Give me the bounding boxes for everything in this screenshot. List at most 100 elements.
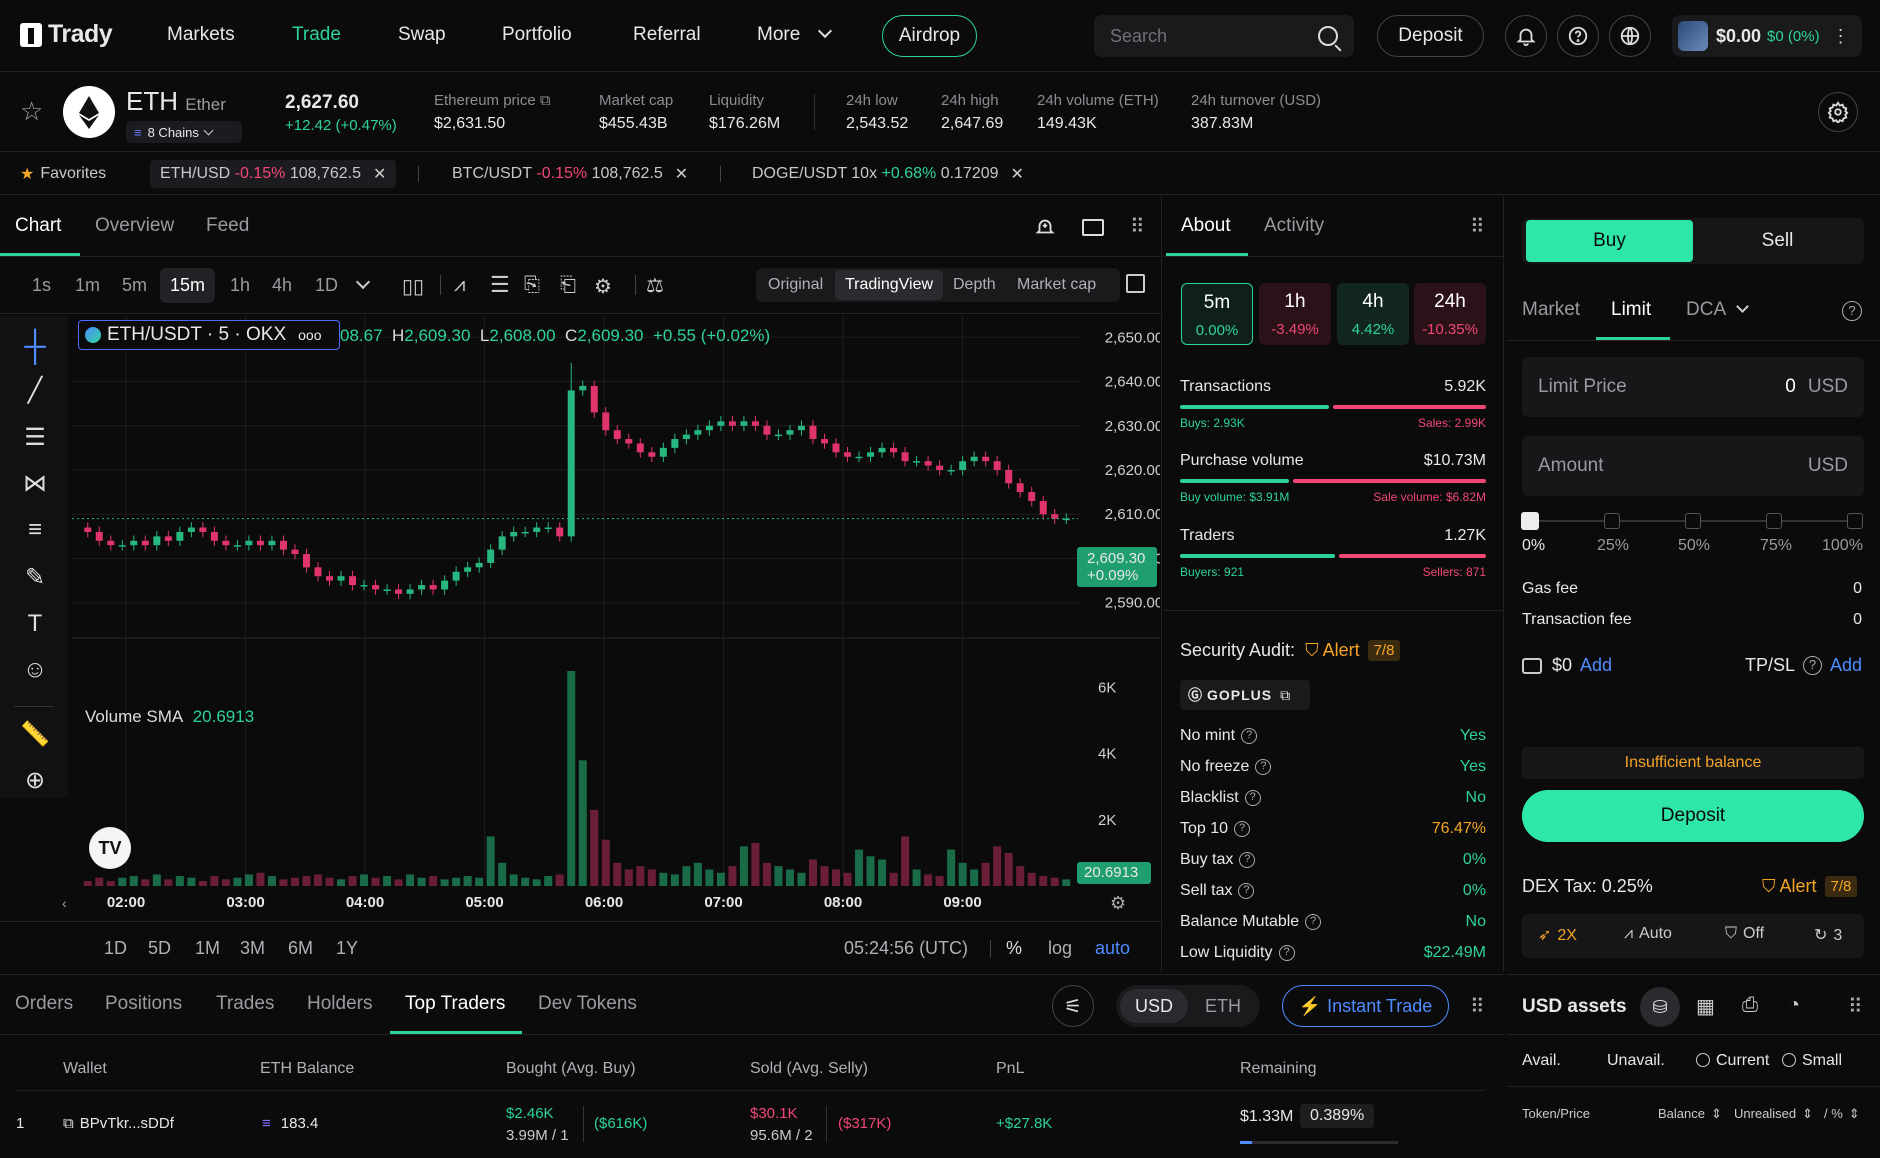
help-icon[interactable]: ?: [1238, 882, 1255, 899]
tab-limit[interactable]: Limit: [1611, 299, 1652, 320]
favorite-item[interactable]: ETH/USD -0.15% 108,762.5 ✕: [150, 160, 397, 188]
trend-line-icon[interactable]: ╱: [27, 377, 43, 404]
favorites-label[interactable]: ★ Favorites: [20, 165, 107, 183]
wallet-address[interactable]: ⧉ BPvTkr...sDDf: [63, 1115, 174, 1132]
favorite-item[interactable]: DOGE/USDT 10x +0.68% 0.17209 ✕: [752, 165, 1024, 183]
drag-handle-icon[interactable]: ⠿: [1130, 216, 1145, 238]
tf-1h[interactable]: 1h: [230, 275, 251, 295]
goplus-link[interactable]: Ⓖ GOPLUS ⧉: [1180, 680, 1310, 710]
logo[interactable]: Trady: [20, 20, 113, 49]
emoji-icon[interactable]: ☺: [22, 656, 48, 683]
tab-dca[interactable]: DCA: [1686, 299, 1749, 321]
nav-portfolio[interactable]: Portfolio: [502, 24, 572, 45]
alert-bell-icon[interactable]: [1034, 216, 1056, 243]
template-icon[interactable]: ⎘: [524, 274, 540, 296]
filter-current[interactable]: Current: [1696, 1052, 1769, 1070]
mev-protect-option[interactable]: ⛉ Off: [1725, 925, 1765, 942]
tab-activity[interactable]: Activity: [1264, 215, 1325, 236]
search-icon[interactable]: [1318, 26, 1338, 46]
view-original[interactable]: Original: [768, 276, 824, 293]
axis-settings-icon[interactable]: ⚙: [1110, 893, 1127, 913]
calendar-icon[interactable]: ▦: [1696, 996, 1715, 1018]
candle-type-icon[interactable]: ▯▯: [402, 276, 425, 298]
pattern-icon[interactable]: ⋈: [23, 470, 47, 497]
coins-view-button[interactable]: ⛁: [1640, 987, 1680, 1027]
expand-icon[interactable]: [1126, 274, 1145, 293]
filter-button[interactable]: ⚟: [1052, 985, 1094, 1027]
tab-feed[interactable]: Feed: [206, 215, 250, 236]
limit-price-input[interactable]: Limit Price 0 USD: [1522, 357, 1864, 417]
help-icon[interactable]: ?: [1842, 301, 1862, 321]
slider-mark[interactable]: [1604, 513, 1620, 529]
layout-icon[interactable]: [1082, 219, 1104, 236]
buy-button[interactable]: Buy: [1526, 220, 1693, 262]
chains-dropdown[interactable]: ≡ 8 Chains: [126, 121, 242, 143]
slippage-option[interactable]: ↻ 3: [1814, 927, 1843, 944]
view-market-cap[interactable]: Market cap: [1017, 276, 1097, 293]
about-tf-24h[interactable]: 24h -10.35%: [1414, 283, 1486, 345]
add-funds-link[interactable]: Add: [1580, 655, 1613, 675]
drag-handle-icon[interactable]: ⠿: [1470, 996, 1485, 1018]
compare-icon[interactable]: ⚖: [646, 275, 664, 297]
help-icon[interactable]: ?: [1278, 944, 1295, 961]
price-chart[interactable]: 2,650.00 2,640.00 2,630.00 2,620.00 2,610.00…: [72, 316, 1160, 921]
tradingview-logo-icon[interactable]: TV: [89, 827, 131, 869]
tpsl-add-link[interactable]: Add: [1830, 655, 1863, 675]
notification-button[interactable]: [1505, 15, 1547, 57]
about-tf-5m[interactable]: 5m 0.00%: [1181, 283, 1253, 345]
percent-scale-toggle[interactable]: %: [1006, 938, 1023, 958]
close-icon[interactable]: ✕: [1010, 166, 1024, 183]
log-scale-toggle[interactable]: log: [1048, 938, 1073, 958]
tab-orders[interactable]: Orders: [15, 993, 74, 1014]
slider-mark[interactable]: [1685, 513, 1701, 529]
auto-scale-toggle[interactable]: auto: [1095, 938, 1131, 958]
auto-option[interactable]: ⩘ Auto: [1624, 925, 1672, 942]
deposit-button[interactable]: Deposit: [1377, 15, 1484, 57]
range-1m[interactable]: 1M: [195, 938, 221, 958]
tab-overview[interactable]: Overview: [95, 215, 175, 236]
deposit-submit-button[interactable]: Deposit: [1522, 790, 1864, 842]
nav-trade[interactable]: Trade: [292, 24, 341, 45]
chevron-left-icon[interactable]: ‹: [62, 895, 67, 911]
instant-trade-button[interactable]: ⚡ Instant Trade: [1282, 985, 1449, 1027]
view-depth[interactable]: Depth: [953, 276, 996, 293]
pie-chart-icon[interactable]: ◔: [1788, 994, 1801, 1016]
nav-markets[interactable]: Markets: [167, 24, 235, 45]
slider-mark[interactable]: [1766, 513, 1782, 529]
favorite-item[interactable]: BTC/USDT -0.15% 108,762.5 ✕: [452, 165, 689, 183]
range-1d[interactable]: 1D: [104, 938, 128, 958]
tf-1d[interactable]: 1D: [315, 275, 339, 295]
tab-market[interactable]: Market: [1522, 299, 1581, 320]
currency-usd[interactable]: USD: [1120, 989, 1188, 1023]
col-unrealised[interactable]: Unrealised ⇕: [1734, 1106, 1814, 1121]
help-icon[interactable]: ?: [1241, 727, 1258, 744]
replay-icon[interactable]: ⎗: [560, 274, 576, 296]
tf-5m[interactable]: 5m: [122, 275, 148, 295]
filter-avail[interactable]: Avail.: [1522, 1052, 1561, 1069]
about-tf-1h[interactable]: 1h -3.49%: [1259, 283, 1331, 345]
brush-icon[interactable]: ✎: [24, 564, 46, 591]
col-pct[interactable]: / % ⇕: [1824, 1106, 1860, 1121]
drag-handle-icon[interactable]: ⠿: [1848, 996, 1863, 1018]
crosshair-icon[interactable]: ┼: [24, 330, 46, 363]
close-icon[interactable]: ✕: [373, 166, 387, 183]
help-button[interactable]: [1557, 15, 1599, 57]
tab-top-traders[interactable]: Top Traders: [405, 993, 506, 1014]
tf-15m[interactable]: 15m: [160, 268, 216, 303]
slider-handle[interactable]: [1521, 512, 1539, 530]
help-icon[interactable]: ?: [1255, 758, 1272, 775]
zoom-in-icon[interactable]: ⊕: [24, 767, 46, 794]
settings-button[interactable]: [1818, 92, 1858, 132]
tab-about[interactable]: About: [1181, 215, 1231, 236]
view-tradingview[interactable]: TradingView: [835, 270, 944, 300]
nav-referral[interactable]: Referral: [633, 24, 701, 45]
help-icon[interactable]: ?: [1244, 789, 1261, 806]
tab-positions[interactable]: Positions: [105, 993, 183, 1014]
external-link-icon[interactable]: ⧉: [539, 92, 551, 109]
horizontal-lines-icon[interactable]: ☰: [24, 424, 46, 451]
tab-trades[interactable]: Trades: [216, 993, 275, 1014]
tab-dev-tokens[interactable]: Dev Tokens: [538, 993, 637, 1014]
document-icon[interactable]: ⎙: [1742, 994, 1758, 1016]
more-horizontal-icon[interactable]: ooo: [298, 327, 322, 343]
slider-mark[interactable]: [1847, 513, 1863, 529]
